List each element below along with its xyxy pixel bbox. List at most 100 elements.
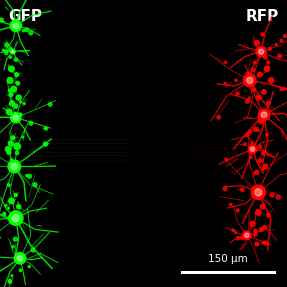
Circle shape bbox=[29, 121, 33, 125]
Circle shape bbox=[225, 158, 228, 160]
Circle shape bbox=[255, 189, 262, 196]
Circle shape bbox=[263, 164, 268, 169]
Circle shape bbox=[0, 18, 3, 22]
Circle shape bbox=[246, 72, 249, 75]
Circle shape bbox=[235, 79, 237, 82]
Circle shape bbox=[14, 253, 26, 264]
Circle shape bbox=[14, 104, 18, 108]
Circle shape bbox=[217, 115, 220, 119]
Circle shape bbox=[267, 61, 269, 64]
Text: GFP: GFP bbox=[9, 9, 42, 24]
Circle shape bbox=[263, 56, 267, 59]
Circle shape bbox=[7, 184, 10, 187]
Circle shape bbox=[3, 212, 6, 215]
Circle shape bbox=[18, 113, 22, 117]
Circle shape bbox=[5, 52, 8, 55]
Circle shape bbox=[261, 33, 264, 36]
Circle shape bbox=[261, 112, 267, 118]
Circle shape bbox=[254, 40, 259, 46]
Circle shape bbox=[14, 58, 18, 61]
Circle shape bbox=[250, 147, 255, 152]
Circle shape bbox=[11, 275, 13, 276]
Circle shape bbox=[15, 73, 19, 77]
Circle shape bbox=[236, 209, 239, 212]
Circle shape bbox=[245, 99, 249, 103]
Circle shape bbox=[26, 174, 28, 177]
Circle shape bbox=[11, 113, 21, 123]
Circle shape bbox=[12, 246, 14, 248]
Circle shape bbox=[5, 44, 8, 47]
Circle shape bbox=[262, 152, 265, 155]
Circle shape bbox=[223, 187, 227, 191]
Circle shape bbox=[7, 150, 11, 154]
Circle shape bbox=[11, 49, 15, 54]
Circle shape bbox=[28, 265, 30, 267]
Circle shape bbox=[19, 269, 22, 272]
Circle shape bbox=[247, 77, 253, 84]
Circle shape bbox=[3, 213, 6, 216]
Circle shape bbox=[22, 29, 25, 32]
Circle shape bbox=[254, 172, 257, 174]
Circle shape bbox=[258, 159, 261, 162]
Circle shape bbox=[13, 115, 18, 120]
Circle shape bbox=[258, 118, 264, 123]
Circle shape bbox=[224, 61, 226, 63]
Circle shape bbox=[263, 225, 267, 229]
Circle shape bbox=[252, 88, 256, 92]
Circle shape bbox=[255, 170, 259, 174]
Circle shape bbox=[7, 207, 9, 209]
Circle shape bbox=[5, 147, 11, 152]
Circle shape bbox=[20, 101, 22, 103]
Circle shape bbox=[224, 82, 226, 85]
Circle shape bbox=[11, 159, 12, 161]
Circle shape bbox=[22, 136, 24, 138]
Circle shape bbox=[6, 109, 12, 115]
Circle shape bbox=[251, 185, 265, 199]
Circle shape bbox=[252, 68, 255, 71]
Circle shape bbox=[262, 90, 266, 94]
Circle shape bbox=[31, 248, 35, 252]
Circle shape bbox=[257, 129, 259, 131]
Circle shape bbox=[260, 204, 265, 209]
Circle shape bbox=[9, 211, 23, 225]
Circle shape bbox=[257, 72, 262, 77]
Bar bbox=[181, 271, 276, 274]
Circle shape bbox=[253, 127, 257, 131]
Circle shape bbox=[268, 47, 271, 50]
Circle shape bbox=[8, 141, 13, 146]
Circle shape bbox=[9, 56, 11, 58]
Circle shape bbox=[33, 183, 37, 187]
Circle shape bbox=[283, 88, 286, 90]
Circle shape bbox=[280, 88, 283, 91]
Circle shape bbox=[12, 51, 14, 53]
Circle shape bbox=[13, 23, 19, 29]
Circle shape bbox=[267, 102, 270, 105]
Circle shape bbox=[256, 46, 266, 57]
Circle shape bbox=[44, 127, 46, 129]
Circle shape bbox=[264, 66, 270, 72]
Circle shape bbox=[258, 109, 270, 121]
Circle shape bbox=[232, 229, 234, 231]
Circle shape bbox=[266, 134, 268, 136]
Circle shape bbox=[258, 145, 262, 148]
Circle shape bbox=[262, 168, 264, 170]
Circle shape bbox=[255, 242, 259, 246]
Circle shape bbox=[275, 43, 277, 46]
Circle shape bbox=[243, 231, 251, 240]
Circle shape bbox=[29, 31, 33, 35]
Circle shape bbox=[8, 89, 12, 92]
Circle shape bbox=[23, 102, 25, 105]
Circle shape bbox=[258, 96, 261, 99]
Circle shape bbox=[236, 92, 239, 95]
Circle shape bbox=[11, 163, 18, 170]
Text: 150 μm: 150 μm bbox=[208, 254, 248, 264]
Circle shape bbox=[17, 255, 23, 261]
Circle shape bbox=[230, 203, 232, 206]
Circle shape bbox=[245, 233, 249, 238]
Circle shape bbox=[259, 49, 264, 54]
Circle shape bbox=[13, 237, 18, 241]
Circle shape bbox=[5, 50, 8, 53]
Circle shape bbox=[248, 130, 251, 133]
Circle shape bbox=[269, 78, 274, 83]
Circle shape bbox=[253, 61, 256, 64]
